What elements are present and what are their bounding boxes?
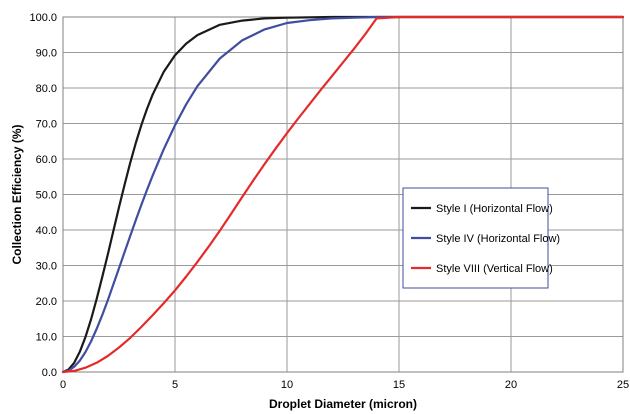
y-tick-label: 40.0 bbox=[36, 225, 57, 237]
legend-items: Style I (Horizontal Flow) Style IV (Horiz… bbox=[411, 203, 560, 275]
series-lines bbox=[61, 15, 625, 374]
series-line-3 bbox=[61, 15, 625, 374]
y-tick-label: 90.0 bbox=[36, 48, 57, 60]
x-axis-tick-labels: 0 5 10 15 20 25 bbox=[60, 379, 629, 391]
x-tick-label: 10 bbox=[281, 379, 293, 391]
x-axis-title: Droplet Diameter (micron) bbox=[269, 397, 417, 411]
y-tick-label: 20.0 bbox=[36, 296, 57, 308]
x-tick-label: 25 bbox=[617, 379, 629, 391]
y-tick-label: 80.0 bbox=[36, 83, 57, 95]
y-axis-tick-labels: 0.0 10.0 20.0 30.0 40.0 50.0 60.0 70.0 80.0 90.0 1… bbox=[29, 12, 57, 379]
legend-label-2: Style IV (Horizontal Flow) bbox=[436, 233, 560, 245]
y-tick-label: 70.0 bbox=[36, 119, 57, 131]
y-axis-title: Collection Efficiency (%) bbox=[10, 124, 24, 264]
series-line-2 bbox=[61, 15, 625, 374]
x-tick-label: 15 bbox=[393, 379, 405, 391]
y-tick-label: 30.0 bbox=[36, 261, 57, 273]
y-tick-label: 100.0 bbox=[29, 12, 57, 24]
series-line-1 bbox=[61, 15, 625, 374]
x-tick-label: 0 bbox=[60, 379, 66, 391]
x-tick-label: 20 bbox=[505, 379, 517, 391]
y-tick-label: 60.0 bbox=[36, 154, 57, 166]
y-tick-label: 10.0 bbox=[36, 332, 57, 344]
x-tick-label: 5 bbox=[172, 379, 178, 391]
y-tick-label: 50.0 bbox=[36, 190, 57, 202]
legend: Style I (Horizontal Flow) Style IV (Horiz… bbox=[402, 187, 560, 289]
legend-label-1: Style I (Horizontal Flow) bbox=[436, 203, 553, 215]
legend-label-3: Style VIII (Vertical Flow) bbox=[436, 263, 553, 275]
y-tick-label: 0.0 bbox=[42, 367, 57, 379]
